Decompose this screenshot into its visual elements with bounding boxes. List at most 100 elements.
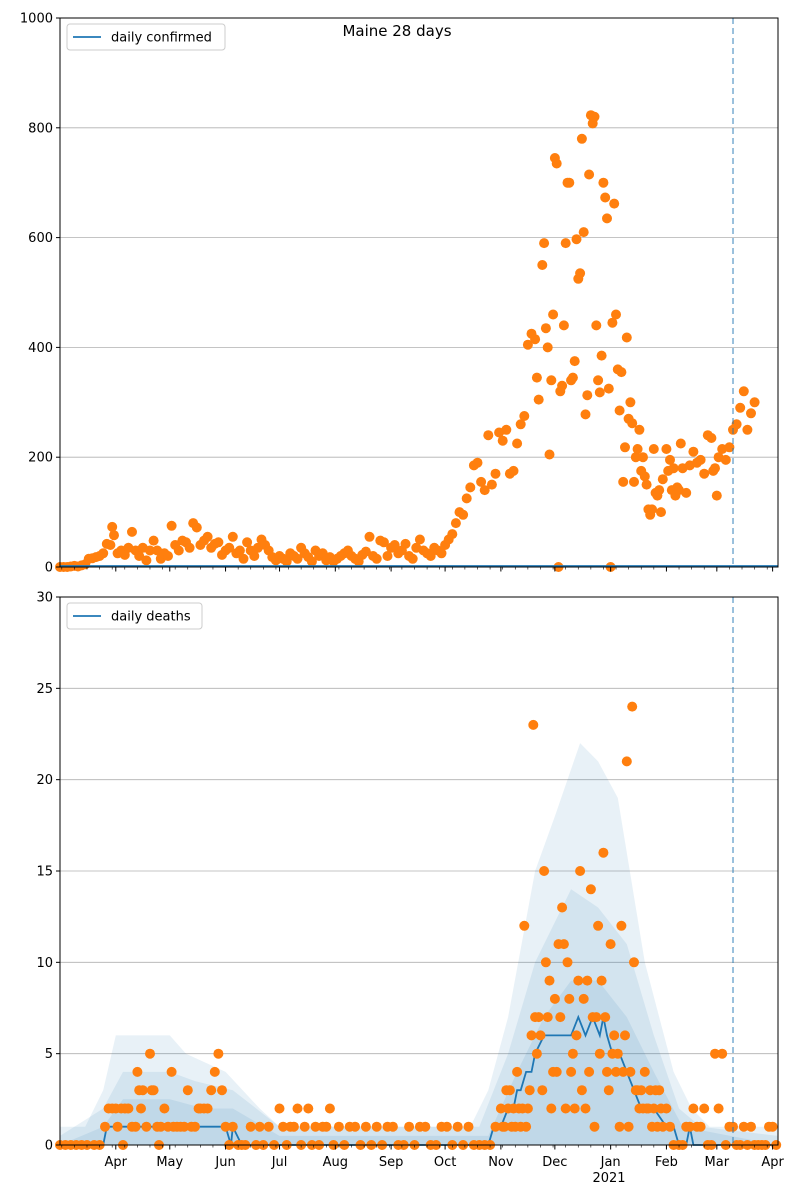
confirmed-point — [621, 332, 632, 343]
confirmed-point — [148, 535, 159, 546]
confirmed-point — [639, 471, 650, 482]
confirmed-point — [163, 551, 173, 561]
deaths-point — [292, 1103, 303, 1114]
confirmed-point — [665, 454, 675, 465]
confirmed-point — [620, 442, 630, 453]
deaths-point — [589, 1121, 600, 1132]
confirmed-point — [735, 402, 746, 413]
deaths-point — [148, 1085, 159, 1096]
confirmed-point — [648, 444, 659, 454]
confirmed-point — [145, 545, 155, 556]
deaths-point — [145, 1048, 155, 1059]
deaths-point — [713, 1103, 724, 1114]
confirmed-legend-label: daily confirmed — [111, 31, 212, 46]
confirmed-point — [596, 350, 607, 361]
confirmed-point — [292, 553, 303, 564]
deaths-point — [441, 1121, 452, 1132]
deaths-point — [564, 993, 575, 1004]
confirmed-point — [530, 334, 541, 345]
confirmed-point — [515, 419, 526, 430]
x-tick-label: Aug — [323, 1155, 348, 1170]
confirmed-point — [638, 452, 648, 463]
confirmed-point — [695, 454, 706, 465]
deaths-point — [137, 1085, 148, 1096]
figure-title: Maine 28 days — [342, 22, 451, 40]
deaths-point — [728, 1121, 738, 1132]
confirmed-point — [641, 479, 652, 490]
confirmed-point — [107, 521, 118, 532]
deaths-point — [596, 975, 607, 986]
deaths-point — [551, 1066, 562, 1077]
x-tick-label: Nov — [488, 1155, 514, 1170]
confirmed-point — [533, 394, 544, 405]
deaths-point — [404, 1121, 415, 1132]
confirmed-point — [508, 465, 519, 476]
deaths-point — [620, 1030, 630, 1041]
deaths-y-tick-label: 5 — [45, 1047, 53, 1062]
deaths-point — [528, 719, 539, 730]
deaths-point — [132, 1066, 143, 1077]
confirmed-point — [630, 452, 641, 463]
deaths-point — [310, 1121, 321, 1132]
deaths-point — [717, 1048, 728, 1059]
confirmed-y-tick-label: 800 — [28, 121, 53, 136]
confirmed-point — [166, 520, 177, 531]
confirmed-point — [490, 468, 501, 479]
deaths-point — [159, 1103, 170, 1114]
confirmed-point — [591, 320, 602, 331]
confirmed-point — [611, 309, 621, 320]
confirmed-point — [598, 177, 609, 188]
confirmed-point — [425, 551, 436, 561]
x-tick-label: Dec — [542, 1155, 567, 1170]
confirmed-point — [512, 438, 523, 449]
confirmed-y-tick-label: 1000 — [20, 12, 53, 27]
deaths-point — [522, 1103, 533, 1114]
confirmed-point — [567, 372, 578, 383]
confirmed-point — [656, 507, 666, 518]
confirmed-point — [681, 487, 692, 498]
deaths-point — [533, 1012, 544, 1023]
confirmed-point — [382, 551, 393, 561]
deaths-point — [535, 1030, 546, 1041]
deaths-point — [495, 1103, 506, 1114]
x-tick-label: Mar — [705, 1155, 730, 1170]
confirmed-point — [548, 309, 559, 320]
deaths-y-tick-label: 25 — [36, 682, 53, 697]
confirmed-point — [389, 540, 400, 550]
deaths-y-tick-label: 0 — [45, 1139, 53, 1154]
confirmed-point — [618, 476, 629, 487]
deaths-point — [627, 701, 638, 712]
deaths-point — [575, 866, 586, 876]
confirmed-point — [364, 531, 375, 542]
deaths-point — [202, 1103, 213, 1114]
deaths-point — [213, 1048, 224, 1059]
deaths-point — [254, 1121, 265, 1132]
confirmed-point — [501, 424, 512, 435]
deaths-band — [60, 889, 778, 1145]
confirmed-point — [742, 424, 753, 435]
confirmed-point — [720, 454, 731, 465]
confirmed-point — [557, 380, 568, 391]
confirmed-point — [234, 545, 245, 556]
confirmed-point — [710, 463, 720, 474]
confirmed-point — [699, 468, 710, 479]
confirmed-point — [594, 387, 605, 398]
deaths-point — [555, 1012, 566, 1023]
deaths-point — [531, 1048, 542, 1059]
confirmed-point — [571, 234, 582, 245]
deaths-point — [540, 957, 551, 968]
deaths-point — [557, 902, 568, 913]
confirmed-point — [522, 339, 533, 350]
deaths-point — [569, 1103, 580, 1114]
deaths-point — [360, 1121, 371, 1132]
confirmed-point — [400, 538, 411, 549]
deaths-point — [549, 993, 560, 1004]
confirmed-point — [472, 457, 483, 468]
deaths-point — [567, 1048, 578, 1059]
confirmed-point — [675, 438, 686, 449]
deaths-point — [585, 884, 596, 895]
deaths-point — [699, 1103, 710, 1114]
deaths-point — [621, 756, 632, 767]
deaths-point — [611, 1066, 621, 1077]
confirmed-point — [654, 485, 665, 496]
